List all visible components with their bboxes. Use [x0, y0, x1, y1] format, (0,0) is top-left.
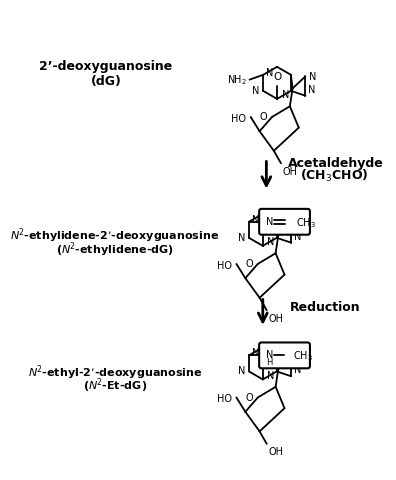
Text: N: N	[252, 348, 259, 358]
FancyBboxPatch shape	[259, 209, 310, 235]
Text: $\mathit{N}$$^{2}$-ethylidene-2’-deoxyguanosine: $\mathit{N}$$^{2}$-ethylidene-2’-deoxygu…	[10, 227, 220, 245]
Text: $\mathit{N}$$^{2}$-ethyl-2’-deoxyguanosine: $\mathit{N}$$^{2}$-ethyl-2’-deoxyguanosi…	[28, 363, 202, 382]
Text: N: N	[308, 85, 315, 95]
Text: N: N	[238, 366, 246, 376]
Text: Acetaldehyde: Acetaldehyde	[288, 156, 384, 169]
Text: OH: OH	[283, 167, 298, 177]
Text: N: N	[282, 90, 289, 100]
Text: HO: HO	[217, 394, 232, 404]
Text: N: N	[266, 350, 273, 360]
Text: OH: OH	[268, 447, 284, 457]
Text: N: N	[238, 233, 246, 243]
Text: N: N	[294, 232, 301, 242]
Text: ($\mathit{N}$$^{2}$-Et-dG): ($\mathit{N}$$^{2}$-Et-dG)	[83, 376, 147, 395]
Text: O: O	[246, 259, 253, 269]
Text: 2’-deoxyguanosine: 2’-deoxyguanosine	[40, 60, 173, 73]
Text: ($\mathit{N}$$^{2}$-ethylidene-dG): ($\mathit{N}$$^{2}$-ethylidene-dG)	[56, 240, 174, 259]
Text: N: N	[309, 72, 316, 83]
Text: O: O	[259, 218, 267, 228]
Text: (CH$_3$CHO): (CH$_3$CHO)	[300, 168, 368, 184]
Text: N: N	[295, 219, 302, 229]
Text: O: O	[259, 352, 267, 362]
Text: N: N	[252, 215, 259, 225]
Text: H: H	[266, 358, 272, 367]
Text: CH$_3$: CH$_3$	[293, 349, 314, 363]
Text: O: O	[260, 112, 268, 122]
Text: HO: HO	[217, 261, 232, 271]
Text: N: N	[266, 217, 273, 227]
Text: O: O	[246, 393, 253, 403]
Text: NH$_2$: NH$_2$	[227, 73, 247, 87]
Text: CH$_3$: CH$_3$	[296, 216, 316, 229]
Text: N: N	[267, 237, 275, 247]
Text: (dG): (dG)	[91, 74, 122, 87]
Text: N: N	[267, 371, 275, 381]
Text: N: N	[294, 365, 301, 375]
Text: OH: OH	[268, 314, 284, 324]
Text: HO: HO	[231, 114, 246, 124]
Text: O: O	[273, 72, 281, 82]
Text: N: N	[295, 353, 302, 363]
Text: N: N	[252, 86, 260, 96]
Text: N: N	[266, 68, 274, 78]
FancyBboxPatch shape	[259, 342, 310, 368]
Text: Reduction: Reduction	[290, 301, 360, 314]
